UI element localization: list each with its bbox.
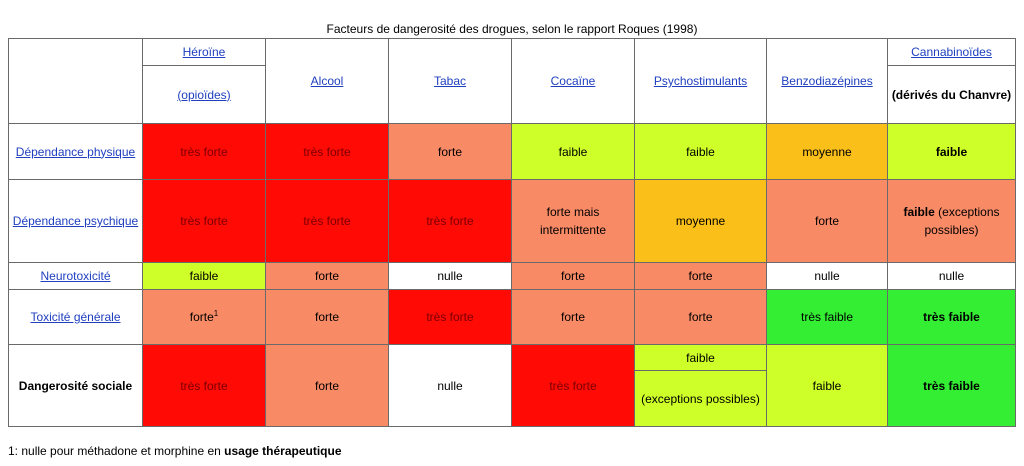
cell: moyenne	[634, 179, 767, 263]
cell: très forte	[142, 344, 266, 427]
header-psychostimulants[interactable]: Psychostimulants	[634, 38, 767, 124]
corner-cell	[8, 38, 143, 124]
footnote: 1: nulle pour méthadone et morphine en u…	[8, 444, 342, 458]
cell: très forte	[142, 179, 266, 263]
cell: nulle	[887, 262, 1016, 290]
cell: très faible	[887, 344, 1016, 427]
header-alcool[interactable]: Alcool	[265, 38, 389, 124]
cell: faible	[634, 123, 767, 180]
cell-cannabis-psychique: faible (exceptions possibles)	[887, 179, 1016, 263]
cell: forte	[511, 289, 635, 345]
cell: faible	[887, 123, 1016, 180]
header-cocaine[interactable]: Cocaïne	[511, 38, 635, 124]
cell-bold-part: faible	[903, 205, 935, 219]
cell: forte mais intermittente	[511, 179, 635, 263]
cell: forte	[634, 262, 767, 290]
cell-psycho-sociale-bottom: (exceptions possibles)	[634, 370, 767, 427]
cell: très faible	[766, 289, 888, 345]
cell: forte	[634, 289, 767, 345]
header-cannabinoides[interactable]: Cannabinoïdes	[887, 38, 1016, 66]
header-benzodiazepines[interactable]: Benzodiazépines	[766, 38, 888, 124]
cell: nulle	[766, 262, 888, 290]
cell-psycho-sociale-top: faible	[634, 344, 767, 371]
row-label-dangerosite-sociale: Dangerosité sociale	[8, 344, 143, 427]
table-title: Facteurs de dangerosité des drogues, sel…	[326, 22, 698, 36]
cell: très forte	[265, 123, 389, 180]
cell: très faible	[887, 289, 1016, 345]
header-heroine-sub[interactable]: (opioïdes)	[142, 65, 266, 124]
cell: très forte	[388, 179, 512, 263]
cell-heroine-toxicite: forte1	[142, 289, 266, 345]
row-label-neurotoxicite[interactable]: Neurotoxicité	[8, 262, 143, 290]
cell: forte	[511, 262, 635, 290]
cell: forte	[265, 262, 389, 290]
cell: moyenne	[766, 123, 888, 180]
cell: faible	[142, 262, 266, 290]
row-label-dependance-physique[interactable]: Dépendance physique	[8, 123, 143, 180]
row-label-toxicite-generale[interactable]: Toxicité générale	[8, 289, 143, 345]
drug-danger-table: Héroïne Alcool Tabac Cocaïne Psychostimu…	[8, 38, 1016, 427]
cell-rest-part: (exceptions possibles)	[924, 205, 1000, 237]
header-tabac[interactable]: Tabac	[388, 38, 512, 124]
cell: très forte	[142, 123, 266, 180]
header-cannabinoides-sub: (dérivés du Chanvre)	[887, 65, 1016, 124]
cell: nulle	[388, 344, 512, 427]
cell: très forte	[388, 289, 512, 345]
cell: forte	[766, 179, 888, 263]
cell: forte	[388, 123, 512, 180]
cell: nulle	[388, 262, 512, 290]
row-label-dependance-psychique[interactable]: Dépendance psychique	[8, 179, 143, 263]
header-heroine[interactable]: Héroïne	[142, 38, 266, 66]
footnote-marker: 1	[213, 309, 219, 318]
cell: faible	[766, 344, 888, 427]
cell: très forte	[511, 344, 635, 427]
cell: très forte	[265, 179, 389, 263]
cell: faible	[511, 123, 635, 180]
cell: forte	[265, 289, 389, 345]
cell: forte	[265, 344, 389, 427]
